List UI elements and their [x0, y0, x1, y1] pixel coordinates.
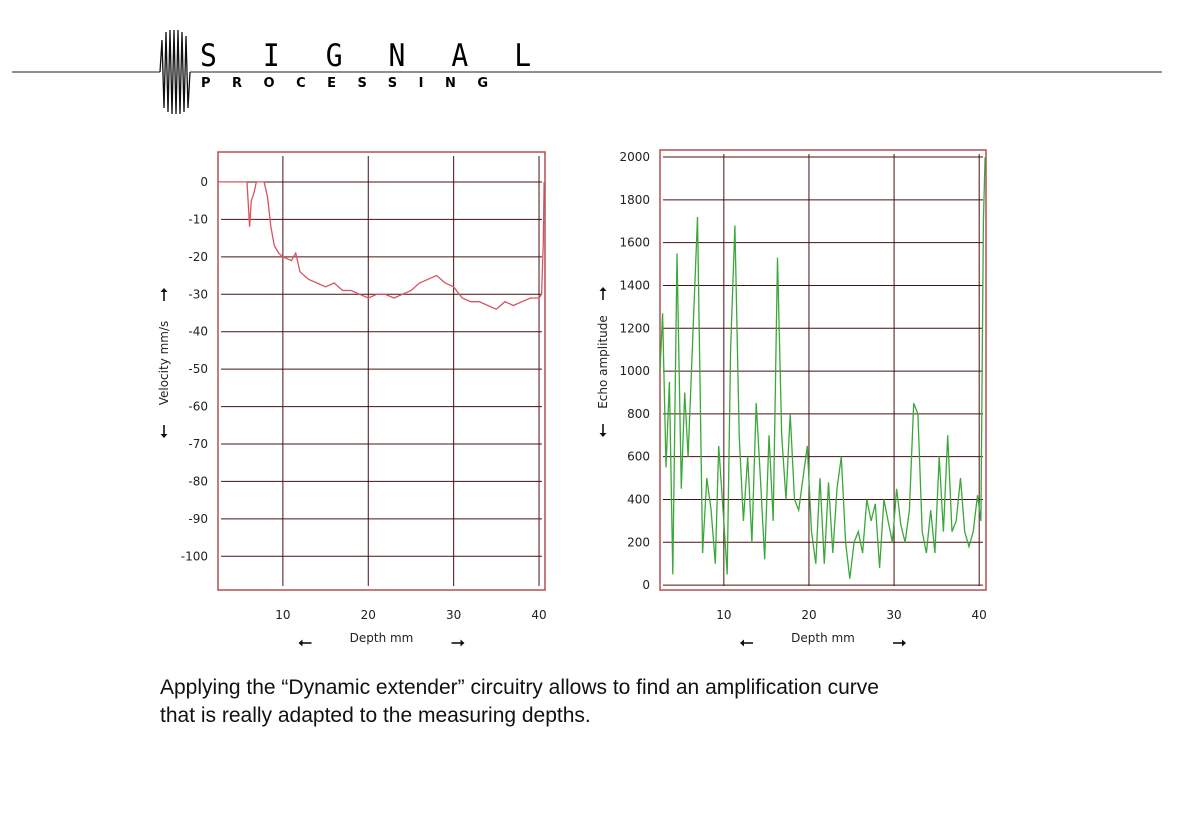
plot-frame — [659, 149, 987, 591]
x-tick-label: 20 — [361, 608, 376, 622]
y-tick-label: -90 — [188, 512, 208, 526]
x-axis-label: Depth mm — [791, 631, 855, 645]
logo-top: SIGNAL — [200, 38, 577, 74]
y-axis-label: Echo amplitude — [596, 315, 610, 409]
y-tick-label: 400 — [627, 492, 650, 506]
caption-line: that is really adapted to the measuring … — [160, 704, 591, 727]
y-tick-label: 600 — [627, 450, 650, 464]
x-tick-label: 30 — [446, 608, 461, 622]
caption-line: Applying the “Dynamic extender” circuitr… — [160, 676, 879, 699]
arrow-head — [160, 434, 168, 438]
y-tick-label: -20 — [188, 250, 208, 264]
y-tick-label: -40 — [188, 325, 208, 339]
y-tick-label: 800 — [627, 407, 650, 421]
y-tick-label: -50 — [188, 362, 208, 376]
data-line — [659, 157, 986, 579]
logo-bottom: PROCESSING — [201, 76, 510, 91]
arrow-head — [902, 639, 906, 647]
x-tick-label: 20 — [801, 608, 816, 622]
arrow-head — [298, 639, 303, 647]
x-tick-label: 40 — [531, 608, 546, 622]
arrow-head — [599, 287, 607, 291]
logo-wave — [159, 29, 191, 115]
y-tick-label: 1600 — [619, 236, 650, 250]
x-tick-label: 30 — [886, 608, 901, 622]
y-tick-label: 1200 — [619, 321, 650, 335]
arrow-head — [160, 288, 168, 292]
arrow-head — [740, 639, 744, 647]
y-tick-label: 0 — [642, 578, 650, 592]
x-axis-label: Depth mm — [350, 631, 414, 645]
x-tick-label: 10 — [275, 608, 290, 622]
y-tick-label: 1000 — [619, 364, 650, 378]
x-tick-label: 10 — [716, 608, 731, 622]
y-tick-label: 2000 — [619, 150, 650, 164]
y-tick-label: -100 — [181, 549, 208, 563]
data-line — [218, 181, 545, 310]
y-tick-label: -80 — [188, 474, 208, 488]
y-tick-label: -10 — [188, 212, 208, 226]
arrow-head — [599, 433, 607, 437]
y-tick-label: 1800 — [619, 193, 650, 207]
y-tick-label: -60 — [188, 400, 208, 414]
x-tick-label: 40 — [972, 608, 987, 622]
y-tick-label: -70 — [188, 437, 208, 451]
y-tick-label: -30 — [188, 287, 208, 301]
plot-frame — [217, 151, 546, 591]
y-axis-label: Velocity mm/s — [157, 321, 171, 406]
y-tick-label: 0 — [200, 175, 208, 189]
arrow-head — [460, 639, 465, 647]
y-tick-label: 1400 — [619, 278, 650, 292]
y-tick-label: 200 — [627, 535, 650, 549]
